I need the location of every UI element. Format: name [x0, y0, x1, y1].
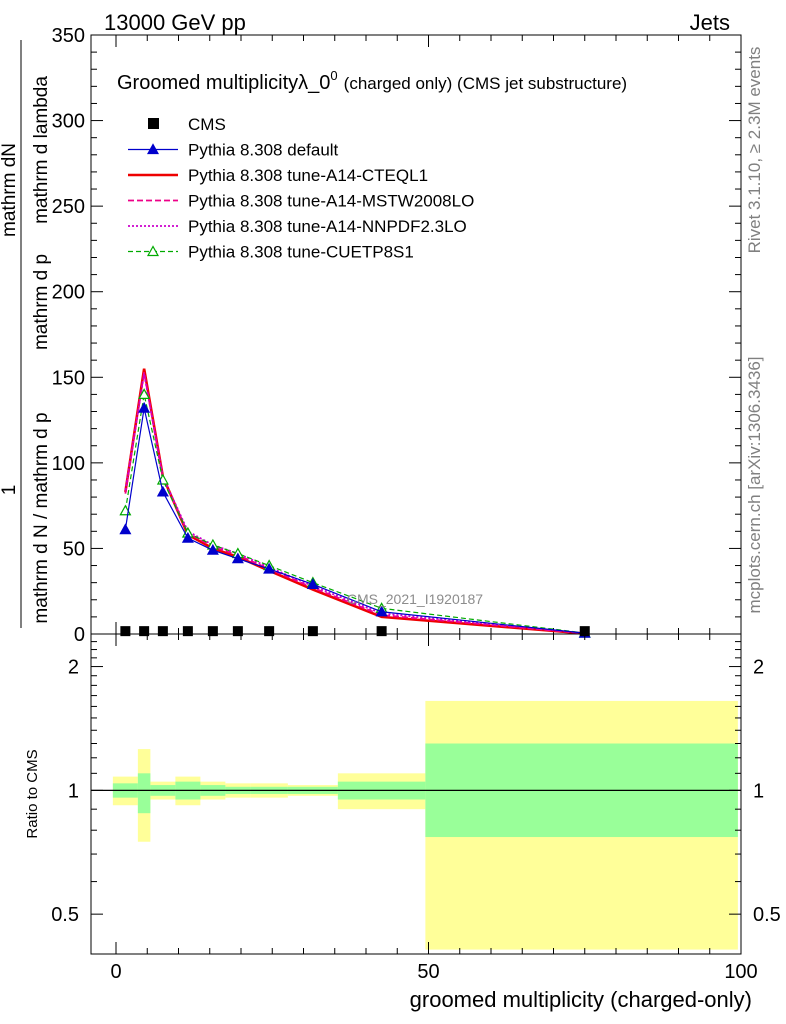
ratio-plot-frame — [90, 633, 742, 955]
cms-data-point — [139, 626, 150, 637]
legend: CMS Pythia 8.308 default Pythia 8.308 tune… — [128, 115, 474, 262]
series-marker — [231, 552, 244, 564]
legend-label: Pythia 8.308 tune-A14-NNPDF2.3LO — [188, 217, 467, 236]
legend-marker — [146, 245, 160, 257]
ratio-y-tick-label: 1 — [68, 780, 79, 802]
ratio-y-tick-label: 2 — [68, 657, 79, 679]
main-y-tick-label: 200 — [52, 282, 85, 304]
ylabel-numerator-a: mathrm dN — [0, 143, 20, 237]
analysis-watermark: CMS_2021_I1920187 — [347, 591, 483, 607]
legend-label: Pythia 8.308 default — [188, 141, 339, 160]
series-marker — [263, 562, 276, 574]
series-marker — [119, 523, 132, 535]
plot-title: Groomed multiplicityλ_00 (charged only) (… — [117, 68, 627, 94]
x-axis-label: groomed multiplicity (charged-only) — [410, 987, 752, 1012]
main-y-tick-label: 100 — [52, 453, 85, 475]
ratio-ticks: 0 50 100 0.5 0.5 1 1 2 2 — [51, 634, 781, 983]
x-tick-label: 0 — [110, 961, 121, 983]
main-y-tick-label: 250 — [52, 196, 85, 218]
cms-data-point — [120, 626, 131, 637]
main-series-layer — [119, 368, 591, 638]
legend-label: CMS — [188, 115, 226, 134]
main-y-tick-label: 150 — [52, 367, 85, 389]
main-y-tick-label: 0 — [74, 624, 85, 646]
ratio-y-tick-label-right: 1 — [753, 780, 764, 802]
series-line — [124, 394, 585, 634]
ratio-y-tick-label-right: 2 — [753, 657, 764, 679]
plot-title-sup: 0 — [330, 68, 337, 83]
cms-data-point — [207, 626, 218, 637]
main-y-tick-label: 300 — [52, 111, 85, 133]
ratio-y-axis-label: Ratio to CMS — [24, 749, 41, 838]
series-marker — [306, 578, 319, 589]
cms-data-point — [376, 626, 387, 637]
header-right: Jets — [690, 10, 730, 35]
cms-data-point — [182, 626, 193, 637]
series-line — [124, 371, 585, 635]
series-marker — [206, 543, 219, 555]
ylabel-rest: mathrm d lambda — [31, 76, 52, 224]
main-y-tick-label: 350 — [52, 25, 85, 47]
cms-data-point — [264, 626, 275, 637]
main-y-ticks: 0 50 100 150 200 250 300 350 — [52, 25, 741, 646]
series-marker — [181, 531, 194, 543]
series-marker — [138, 401, 151, 413]
header-left: 13000 GeV pp — [104, 10, 246, 35]
legend-label: Pythia 8.308 tune-CUETP8S1 — [188, 243, 414, 262]
legend-marker — [148, 118, 159, 129]
cms-data-point — [157, 626, 168, 637]
x-tick-label: 100 — [724, 961, 757, 983]
plot-title-tail: (charged only) (CMS jet substructure) — [344, 74, 627, 93]
rivet-label: Rivet 3.1.10, ≥ 2.3M events — [745, 47, 764, 254]
main-y-axis-label: mathrm dN 1 mathrm d p mathrm d lambda m… — [0, 40, 52, 628]
ylabel-numerator-b: mathrm d p — [31, 254, 52, 350]
ratio-y-tick-label: 0.5 — [51, 904, 79, 926]
ratio-stat-band — [137, 773, 151, 814]
series-marker — [375, 605, 388, 617]
series-marker — [138, 388, 151, 399]
x-tick-label: 50 — [417, 961, 439, 983]
cms-data-point — [579, 626, 590, 637]
cms-data-point — [232, 626, 243, 637]
plot-title-main: Groomed multiplicityλ_0 — [117, 72, 330, 94]
legend-marker — [146, 143, 160, 155]
ratio-bands — [91, 700, 741, 950]
ylabel-denominator: mathrm d N / mathrm d p — [31, 412, 52, 623]
series-line — [124, 407, 585, 634]
series-marker — [156, 485, 169, 497]
legend-label: Pythia 8.308 tune-A14-CTEQL1 — [188, 166, 428, 185]
legend-label: Pythia 8.308 tune-A14-MSTW2008LO — [188, 192, 474, 211]
main-y-tick-label: 50 — [63, 538, 85, 560]
cms-data-point — [307, 626, 318, 637]
mcplots-label: mcplots.cern.ch [arXiv:1306.3436] — [745, 356, 764, 613]
ylabel-one: 1 — [0, 485, 20, 496]
ratio-y-tick-label-right: 0.5 — [753, 904, 781, 926]
